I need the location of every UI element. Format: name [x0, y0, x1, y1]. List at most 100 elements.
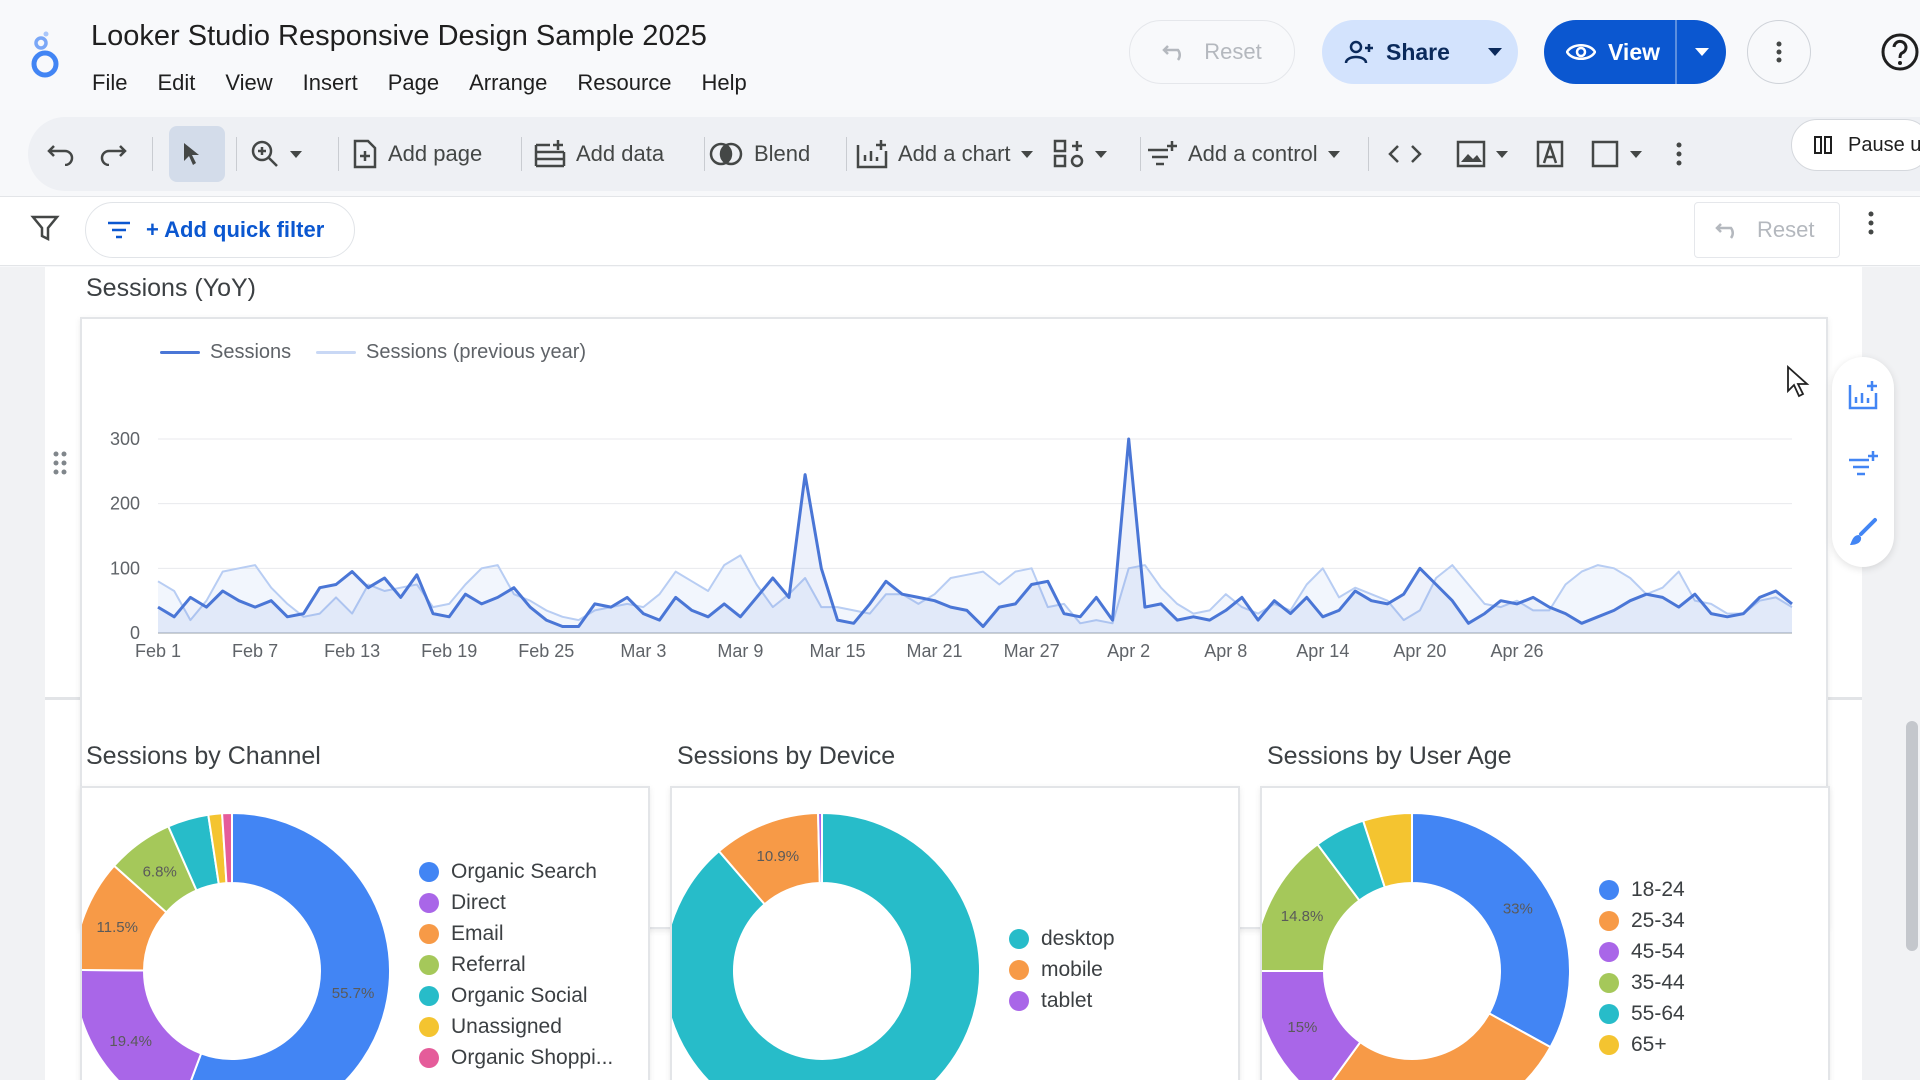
- help-icon[interactable]: [1880, 32, 1920, 72]
- select-tool[interactable]: [180, 117, 202, 191]
- donut-slice[interactable]: [1361, 811, 1413, 889]
- legend-label: 65+: [1631, 1032, 1667, 1056]
- add-chart-icon: [856, 140, 888, 169]
- x-tick-label: Mar 21: [907, 641, 963, 661]
- add-chart-button[interactable]: Add a chart: [856, 117, 1033, 191]
- scrollbar-thumb[interactable]: [1906, 721, 1918, 951]
- add-data-button[interactable]: Add data: [534, 117, 664, 191]
- menu-view[interactable]: View: [225, 70, 273, 95]
- menu-arrange[interactable]: Arrange: [469, 70, 548, 95]
- more-vert-icon[interactable]: [1868, 211, 1874, 235]
- legend-item[interactable]: mobile: [1009, 954, 1115, 985]
- legend-item[interactable]: tablet: [1009, 985, 1115, 1016]
- menu-resource[interactable]: Resource: [577, 70, 672, 95]
- legend-item[interactable]: Organic Social: [419, 980, 613, 1011]
- donut-slice[interactable]: [221, 811, 233, 885]
- cursor-arrow-icon: [184, 143, 199, 165]
- donut-slice[interactable]: [817, 811, 823, 885]
- donut-slice[interactable]: [672, 811, 981, 1080]
- legend-item[interactable]: 45-54: [1599, 936, 1685, 967]
- add-data-label: Add data: [576, 141, 665, 166]
- toolbar-more-button[interactable]: [1676, 117, 1682, 191]
- x-tick-label: Apr 14: [1296, 641, 1349, 661]
- channel-donut[interactable]: 55.7% 19.4% 11.5% 6.8%: [82, 788, 652, 1080]
- legend-label: Unassigned: [451, 1014, 562, 1038]
- blend-button[interactable]: Blend: [708, 117, 810, 191]
- add-control-button[interactable]: Add a control: [1146, 117, 1340, 191]
- add-chart-icon[interactable]: [1847, 379, 1879, 411]
- donut-slice[interactable]: [1411, 811, 1571, 1049]
- legend-item[interactable]: Email: [419, 918, 613, 949]
- add-page-button[interactable]: Add page: [352, 117, 482, 191]
- legend-item[interactable]: Organic Search: [419, 856, 613, 887]
- scrollbar-track[interactable]: [1903, 267, 1920, 1080]
- legend-item[interactable]: Referral: [419, 949, 613, 980]
- report-title[interactable]: Looker Studio Responsive Design Sample 2…: [91, 20, 707, 52]
- device-chart-card[interactable]: 88.7% 10.9% desktop mobile tablet: [670, 786, 1240, 1080]
- view-dropdown[interactable]: [1677, 20, 1726, 84]
- legend-dot: [1599, 1003, 1619, 1024]
- x-tick-label: Feb 1: [135, 641, 181, 661]
- menu-page[interactable]: Page: [387, 70, 440, 95]
- legend-item[interactable]: 65+: [1599, 1029, 1685, 1060]
- embed-code-button[interactable]: [1388, 117, 1422, 191]
- view-main[interactable]: View: [1544, 20, 1675, 84]
- donut-slice[interactable]: [82, 969, 203, 1080]
- add-page-icon: [353, 139, 377, 169]
- legend-label: 35-44: [1631, 970, 1685, 994]
- zoom-in-icon: [251, 140, 278, 167]
- blend-label: Blend: [754, 141, 811, 166]
- menu-help[interactable]: Help: [701, 70, 747, 95]
- text-button[interactable]: [1535, 117, 1565, 191]
- legend-label: 18-24: [1631, 877, 1685, 901]
- legend-item[interactable]: 55-64: [1599, 998, 1685, 1029]
- sessions-line[interactable]: [157, 437, 1793, 628]
- share-button[interactable]: Share: [1322, 20, 1518, 84]
- legend-item[interactable]: 18-24: [1599, 874, 1685, 905]
- legend-item[interactable]: Unassigned: [419, 1011, 613, 1042]
- age-donut[interactable]: 33% 15% 14.8%: [1262, 788, 1832, 1080]
- donut-slice[interactable]: [1319, 1012, 1552, 1080]
- device-donut[interactable]: 88.7% 10.9%: [672, 788, 1242, 1080]
- view-button[interactable]: View: [1544, 20, 1726, 84]
- add-control-icon[interactable]: [1847, 449, 1879, 479]
- looker-studio-logo[interactable]: [26, 30, 62, 80]
- redo-button[interactable]: [98, 117, 128, 191]
- paint-brush-icon[interactable]: [1847, 517, 1879, 549]
- reset-filters-button[interactable]: Reset: [1694, 202, 1840, 258]
- add-component-button[interactable]: [1053, 117, 1107, 191]
- legend-sessions[interactable]: Sessions: [160, 341, 291, 364]
- share-dropdown[interactable]: [1472, 20, 1518, 84]
- x-tick-label: Apr 26: [1490, 641, 1543, 661]
- legend-sessions-previous-year[interactable]: Sessions (previous year): [316, 341, 586, 364]
- drag-handle-icon[interactable]: [52, 450, 68, 476]
- share-main[interactable]: Share: [1322, 20, 1472, 84]
- pause-updates-button[interactable]: Pause u: [1791, 119, 1920, 171]
- sessions-area: [158, 439, 1792, 633]
- channel-chart-card[interactable]: 55.7% 19.4% 11.5% 6.8% Organic Search Direc…: [80, 786, 650, 1080]
- menu-insert[interactable]: Insert: [302, 70, 358, 95]
- donut-slice[interactable]: [177, 811, 391, 1080]
- more-options-button[interactable]: [1747, 20, 1811, 84]
- shape-button[interactable]: [1590, 117, 1642, 191]
- legend-item[interactable]: desktop: [1009, 923, 1115, 954]
- menu-file[interactable]: File: [92, 70, 128, 95]
- legend-item[interactable]: 25-34: [1599, 905, 1685, 936]
- menu-edit[interactable]: Edit: [157, 70, 196, 95]
- legend-item[interactable]: 35-44: [1599, 967, 1685, 998]
- filter-icon[interactable]: [30, 213, 60, 243]
- slice-label: 55.7%: [332, 985, 375, 1002]
- undo-button[interactable]: [46, 117, 76, 191]
- add-quick-filter-button[interactable]: + Add quick filter: [85, 202, 355, 258]
- legend-item[interactable]: Direct: [419, 887, 613, 918]
- image-button[interactable]: [1456, 117, 1508, 191]
- legend-item[interactable]: Organic Shoppi...: [419, 1042, 613, 1073]
- reset-button[interactable]: Reset: [1129, 20, 1295, 84]
- quick-actions-rail: [1832, 357, 1894, 567]
- age-chart-card[interactable]: 33% 15% 14.8% 18-24 25-34 45-54 35-44 55-6…: [1260, 786, 1830, 1080]
- add-data-icon: [534, 140, 566, 168]
- toolbar-divider: [338, 137, 339, 171]
- donut-slice[interactable]: [1262, 970, 1362, 1080]
- zoom-button[interactable]: [250, 117, 302, 191]
